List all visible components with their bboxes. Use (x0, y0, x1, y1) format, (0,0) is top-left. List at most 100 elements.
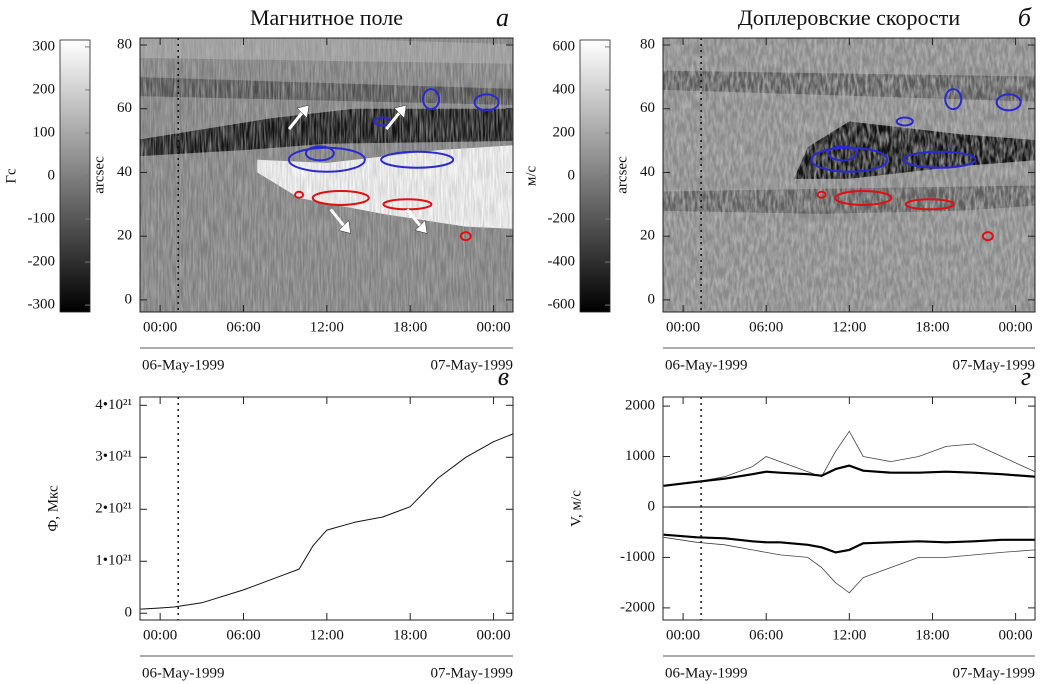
panel-label: а (496, 3, 509, 32)
contour (422, 88, 441, 111)
y-tick-label: 2•10²¹ (95, 501, 132, 517)
x-tick-label: 00:00 (476, 627, 510, 643)
image (663, 38, 1035, 312)
y-tick-label: 20 (640, 228, 655, 244)
x-tick-label: 00:00 (143, 319, 177, 335)
contour (816, 190, 827, 199)
series-line (140, 433, 514, 610)
y-tick-label: 40 (117, 164, 132, 180)
date-label: 07-May-1999 (431, 665, 514, 681)
arrow-head (393, 104, 407, 119)
contour (459, 231, 472, 242)
x-tick-label: 18:00 (393, 627, 427, 643)
contour (380, 150, 455, 169)
x-tick-label: 12:00 (832, 319, 866, 335)
y-tick-label: 4•10²¹ (95, 397, 132, 413)
y-tick-label: 40 (640, 164, 655, 180)
contour (473, 93, 500, 112)
colorbar-tick-label: 600 (553, 38, 576, 54)
contour (944, 88, 963, 111)
date-label: 06-May-1999 (665, 357, 748, 373)
colorbar-tick-label: -400 (548, 254, 576, 270)
contour (304, 145, 335, 162)
noise (663, 38, 1035, 312)
contour (895, 116, 914, 127)
contour (373, 116, 392, 127)
date-label: 07-May-1999 (953, 665, 1036, 681)
panel-label: г (1021, 362, 1031, 391)
contour (311, 189, 370, 206)
noise (140, 38, 513, 312)
contour (902, 150, 977, 169)
y-tick-label: 0 (125, 605, 133, 621)
y-tick-label: 0 (125, 291, 133, 307)
x-tick-label: 12:00 (832, 627, 866, 643)
colorbar-tick-label: -200 (548, 210, 576, 226)
contour (995, 93, 1022, 112)
date-label: 07-May-1999 (431, 357, 514, 373)
x-tick-label: 00:00 (999, 627, 1033, 643)
colorbar-tick-label: 200 (33, 81, 56, 97)
colorbar-tick-label: 300 (33, 38, 56, 54)
x-tick-label: 18:00 (915, 627, 949, 643)
y-tick-label: 2000 (625, 398, 655, 414)
x-tick-label: 12:00 (310, 627, 344, 643)
arrow-head (338, 219, 352, 234)
x-tick-label: 06:00 (226, 319, 260, 335)
x-tick-label: 00:00 (666, 627, 700, 643)
image (140, 38, 513, 312)
y-tick-label: 3•10²¹ (95, 449, 132, 465)
contour (834, 189, 893, 206)
colorbar-tick-label: 0 (48, 167, 56, 183)
y-axis-label: arcsec (91, 156, 107, 194)
contour (904, 198, 955, 211)
panel-label: в (498, 362, 509, 391)
x-tick-label: 18:00 (915, 319, 949, 335)
colorbar-label: Гс (3, 168, 19, 184)
contour (827, 145, 858, 162)
colorbar-tick-label: -600 (548, 297, 576, 313)
colorbar-tick-label: 200 (553, 124, 576, 140)
x-tick-label: 00:00 (143, 627, 177, 643)
y-tick-label: 0 (648, 291, 656, 307)
panel-title: Магнитное поле (250, 5, 403, 30)
y-tick-label: 60 (117, 100, 132, 116)
colorbar-tick-label: -200 (28, 254, 56, 270)
plot-frame (139, 396, 514, 621)
series-line (663, 533, 1035, 554)
series-line (663, 464, 1036, 487)
series-line (663, 430, 1036, 487)
y-axis-label: V, м/с (568, 490, 584, 527)
x-tick-label: 06:00 (749, 319, 783, 335)
y-tick-label: 80 (640, 36, 655, 52)
x-tick-label: 00:00 (476, 319, 510, 335)
x-tick-label: 00:00 (999, 319, 1033, 335)
y-axis-label: arcsec (614, 156, 630, 194)
colorbar-label: м/с (523, 166, 539, 187)
date-label: 07-May-1999 (953, 357, 1036, 373)
x-tick-label: 18:00 (393, 319, 427, 335)
contour (981, 231, 994, 242)
x-tick-label: 12:00 (310, 319, 344, 335)
plot-frame (662, 396, 1036, 621)
y-tick-label: 80 (117, 36, 132, 52)
colorbar-tick-label: -100 (28, 210, 56, 226)
colorbar-tick-label: 100 (33, 124, 56, 140)
colorbar-tick-label: 0 (568, 167, 576, 183)
date-label: 06-May-1999 (142, 665, 225, 681)
y-tick-label: -2000 (620, 599, 655, 615)
x-tick-label: 06:00 (226, 627, 260, 643)
y-tick-label: 0 (648, 498, 656, 514)
date-label: 06-May-1999 (665, 665, 748, 681)
arrow-head (414, 219, 428, 234)
y-tick-label: 20 (117, 228, 132, 244)
arrow-head (296, 104, 310, 119)
panel-title: Доплеровские скорости (738, 5, 961, 30)
series-line (663, 536, 1036, 594)
date-label: 06-May-1999 (142, 357, 225, 373)
colorbar-tick-label: 400 (553, 81, 576, 97)
x-tick-label: 00:00 (666, 319, 700, 335)
colorbar-tick-label: -300 (28, 297, 56, 313)
x-tick-label: 06:00 (749, 627, 783, 643)
